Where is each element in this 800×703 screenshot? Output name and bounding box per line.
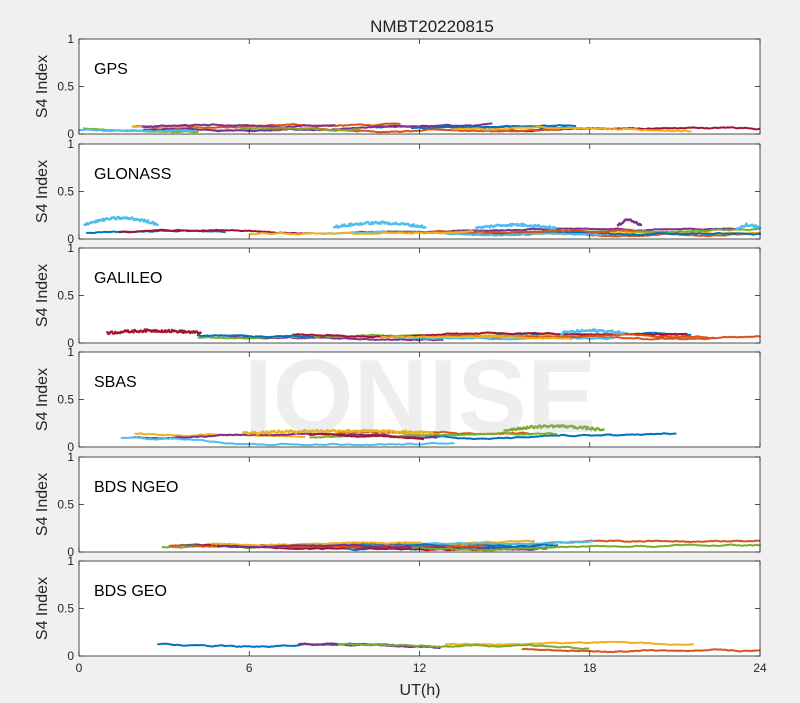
x-axis-label: UT(h) (400, 682, 441, 698)
data-point (689, 334, 691, 336)
data-point (358, 128, 360, 130)
panel-name: GLONASS (94, 166, 171, 183)
plot-area (79, 144, 760, 239)
plot-area (79, 248, 760, 343)
data-point (758, 128, 760, 130)
y-tick-label: 1 (67, 137, 74, 151)
chart-title: NMBT20220815 (370, 17, 494, 36)
y-axis-label: S4 Index (34, 160, 51, 223)
data-point (152, 221, 155, 224)
data-point (333, 124, 335, 126)
y-tick-label: 0.5 (57, 80, 74, 94)
panel-name: GPS (94, 61, 128, 78)
data-point (574, 125, 576, 127)
data-point (490, 122, 492, 124)
data-point (689, 131, 691, 133)
data-point (197, 131, 199, 133)
y-tick-label: 1 (67, 32, 74, 46)
data-point (611, 337, 613, 339)
data-point (424, 226, 427, 229)
data-point (156, 224, 159, 227)
y-axis-label: S4 Index (34, 55, 51, 118)
data-point (399, 123, 401, 125)
data-point (472, 230, 474, 232)
plot-area (79, 39, 760, 134)
data-point (640, 224, 643, 227)
data-point (131, 216, 134, 219)
data-point (633, 229, 635, 231)
data-point (147, 219, 150, 222)
data-point (195, 130, 197, 132)
y-tick-label: 0.5 (57, 185, 74, 199)
data-point (554, 227, 557, 230)
